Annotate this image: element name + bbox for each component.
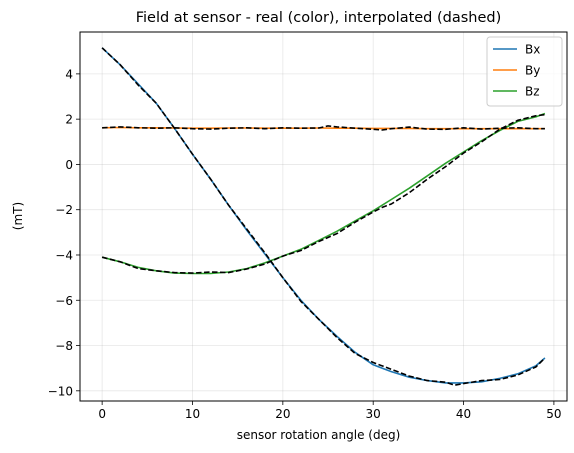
legend-box — [486, 36, 563, 107]
legend-label-by: By — [525, 64, 540, 78]
interpolated-line-1 — [101, 47, 546, 387]
chart-title: Field at sensor - real (color), interpol… — [136, 10, 502, 26]
plot-frame — [79, 31, 568, 402]
x-axis-label: sensor rotation angle (deg) — [237, 428, 401, 442]
x-tick-label: 40 — [456, 407, 471, 421]
y-axis-ticks: 4 2 0 −2 −4 −6 −8 −10 — [48, 67, 80, 398]
y-tick-label: −2 — [55, 203, 73, 217]
y-tick-label: 2 — [65, 113, 73, 127]
y-tick-label: 4 — [65, 67, 73, 81]
y-tick-label: −10 — [48, 384, 73, 398]
legend: Bx By Bz — [486, 36, 563, 107]
y-tick-label: −6 — [55, 294, 73, 308]
x-tick-label: 10 — [185, 407, 200, 421]
legend-label-bx: Bx — [525, 43, 540, 57]
x-tick-label: 20 — [275, 407, 290, 421]
interpolated-line-2 — [102, 125, 545, 131]
legend-label-bz: Bz — [525, 85, 540, 99]
x-axis-ticks: 0 10 20 30 40 50 — [98, 401, 562, 421]
y-axis-label: (mT) — [11, 202, 25, 230]
interpolated-layer — [101, 47, 546, 387]
y-tick-label: −8 — [55, 339, 73, 353]
x-tick-label: 50 — [546, 407, 561, 421]
grid — [80, 32, 567, 401]
x-tick-label: 0 — [98, 407, 106, 421]
y-tick-label: 0 — [65, 158, 73, 172]
x-tick-label: 30 — [366, 407, 381, 421]
interpolated-line-3 — [101, 113, 546, 274]
y-tick-label: −4 — [55, 248, 73, 262]
